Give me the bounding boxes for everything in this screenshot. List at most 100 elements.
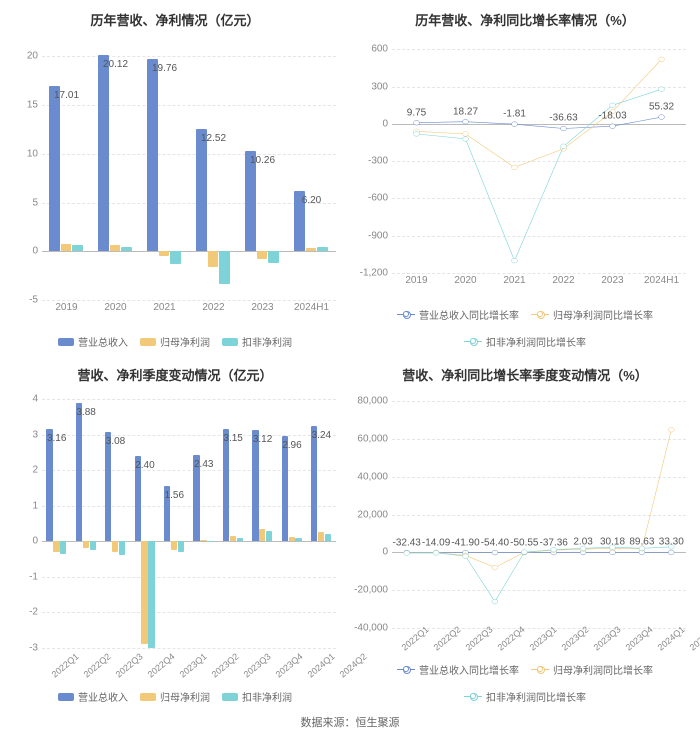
bar-group: 2.43 <box>189 392 218 655</box>
legend-item: 营业总收入同比增长率 <box>397 307 519 322</box>
bar-value-label: 19.76 <box>152 63 177 74</box>
title-bl: 营收、净利季度变动情况（亿元） <box>8 359 342 388</box>
line-value-label: 55.32 <box>649 102 674 113</box>
bar <box>110 245 120 251</box>
y-tick-label: 3 <box>32 429 38 440</box>
bar <box>252 430 258 541</box>
bar-value-label: 3.15 <box>223 433 242 444</box>
bar <box>259 529 265 541</box>
bar <box>159 251 169 256</box>
bar-group: 19.76 <box>140 37 189 300</box>
bar <box>178 541 184 552</box>
legend-item: 扣非净利润 <box>222 334 292 349</box>
grid-line <box>392 273 686 274</box>
y-tick-label: 600 <box>371 44 388 55</box>
x-tick-label: 2022 <box>539 275 588 305</box>
x-tick-label: 2020 <box>91 302 140 332</box>
bar-group: 3.88 <box>71 392 100 655</box>
line-value-label: -37.36 <box>540 537 568 548</box>
legend-label: 营业总收入同比增长率 <box>419 307 519 322</box>
bar <box>268 251 278 263</box>
grid-line <box>42 300 336 301</box>
x-tick-label: 2024Q2 <box>684 620 700 664</box>
bar <box>295 538 301 542</box>
legend-item: 营业总收入同比增长率 <box>397 662 519 677</box>
line-value-label: -36.63 <box>549 113 577 124</box>
bar-value-label: 1.56 <box>165 490 184 501</box>
y-tick-label: 0 <box>32 536 38 547</box>
y-tick-label: -600 <box>368 193 388 204</box>
y-tick-label: -300 <box>368 156 388 167</box>
title-tl: 历年营收、净利情况（亿元） <box>8 4 342 33</box>
legend-swatch <box>58 693 74 701</box>
bar <box>230 536 236 541</box>
bar-group: 2.40 <box>130 392 159 655</box>
bar <box>266 531 272 542</box>
bar <box>53 541 59 552</box>
bar <box>49 86 59 252</box>
bar <box>119 541 125 555</box>
line-value-label: -1.81 <box>503 109 526 120</box>
legend-label: 营业总收入 <box>78 334 128 349</box>
legend-bl: 营业总收入归母净利润扣非净利润 <box>8 687 342 708</box>
chart-br: -40,000-20,000020,00040,00060,00080,000-… <box>358 388 692 660</box>
bar <box>112 541 118 552</box>
panel-tr: 历年营收、净利同比增长率情况（%） -1,200-900-600-3000300… <box>350 0 700 355</box>
bar-value-label: 2.40 <box>135 460 154 471</box>
x-tick-label: 2019 <box>42 302 91 332</box>
y-tick-label: -40,000 <box>354 623 388 634</box>
legend-item: 归母净利润同比增长率 <box>531 662 653 677</box>
bar-group: 3.12 <box>248 392 277 655</box>
bar <box>148 541 154 648</box>
bar <box>289 537 295 541</box>
y-tick-label: 20 <box>27 51 38 62</box>
bar <box>76 403 82 541</box>
y-tick-label: 80,000 <box>357 396 388 407</box>
y-tick-label: 4 <box>32 394 38 405</box>
bar-value-label: 3.88 <box>76 407 95 418</box>
legend-swatch <box>140 338 156 346</box>
bar <box>317 247 327 251</box>
y-tick-label: 15 <box>27 100 38 111</box>
x-tick-label: 2024H1 <box>637 275 686 305</box>
bar <box>306 248 316 251</box>
y-tick-label: 0 <box>32 246 38 257</box>
bar <box>105 432 111 541</box>
line-value-label: -41.90 <box>451 537 479 548</box>
line-value-label: 89.63 <box>629 537 654 548</box>
y-tick-label: -1 <box>29 571 38 582</box>
footer-source: 数据来源：恒生聚源 <box>0 710 700 730</box>
legend-label: 营业总收入 <box>78 689 128 704</box>
bar <box>200 540 206 541</box>
line-value-label: -50.55 <box>510 537 538 548</box>
y-tick-label: 0 <box>382 547 388 558</box>
legend-item: 扣非净利润 <box>222 689 292 704</box>
bar <box>207 541 213 542</box>
bar <box>219 251 229 284</box>
legend-item: 归母净利润同比增长率 <box>531 307 653 322</box>
bar-value-label: 3.08 <box>106 436 125 447</box>
bar-group: 3.08 <box>101 392 130 655</box>
bar-group: 12.52 <box>189 37 238 300</box>
legend-item: 扣非净利润同比增长率 <box>464 334 586 349</box>
line-value-label: -32.43 <box>393 537 421 548</box>
legend-tr: 营业总收入同比增长率归母净利润同比增长率扣非净利润同比增长率 <box>358 305 692 353</box>
bar-value-label: 3.16 <box>47 433 66 444</box>
x-tick-label: 2024H1 <box>287 302 336 332</box>
x-tick-label: 2022 <box>189 302 238 332</box>
legend-label: 扣非净利润同比增长率 <box>486 689 586 704</box>
line-value-label: 33.30 <box>659 537 684 548</box>
bar-value-label: 3.24 <box>312 430 331 441</box>
legend-swatch <box>140 693 156 701</box>
panel-tl: 历年营收、净利情况（亿元） -50510152017.0120.1219.761… <box>0 0 350 355</box>
y-tick-label: -5 <box>29 295 38 306</box>
legend-label: 归母净利润 <box>160 334 210 349</box>
bar <box>170 251 180 264</box>
bar <box>282 436 288 541</box>
legend-label: 营业总收入同比增长率 <box>419 662 519 677</box>
legend-label: 扣非净利润同比增长率 <box>486 334 586 349</box>
bar <box>121 247 131 251</box>
legend-swatch <box>58 338 74 346</box>
bar <box>318 532 324 541</box>
x-tick-label: 2019 <box>392 275 441 305</box>
